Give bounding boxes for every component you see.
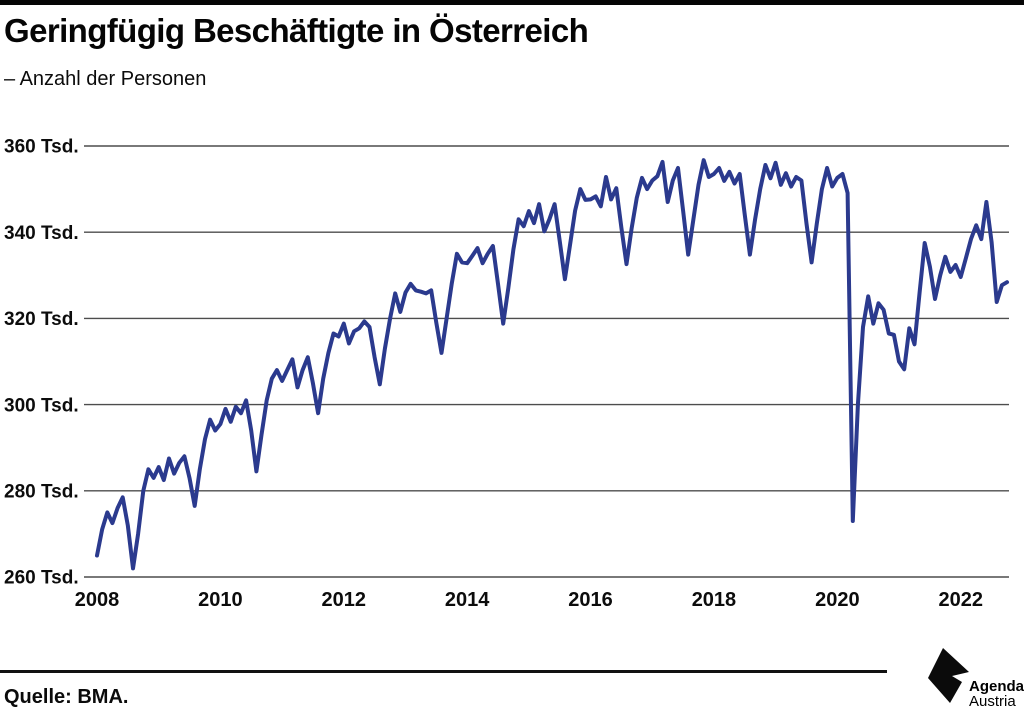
y-axis-tick-label: 320 Tsd.: [4, 309, 79, 330]
source-note: Quelle: BMA.: [4, 686, 129, 708]
logo-text-line2: Austria: [969, 693, 1016, 710]
y-axis-tick-label: 360 Tsd.: [4, 137, 79, 158]
x-axis-tick-label: 2014: [445, 589, 490, 611]
footer-divider: [0, 670, 887, 673]
page-title: Geringfügig Beschäftigte in Österreich: [4, 12, 589, 49]
data-series-line: [95, 158, 1009, 571]
x-axis-tick-label: 2022: [938, 589, 983, 611]
x-axis-tick-label: 2008: [75, 589, 120, 611]
logo-text-line1: Agenda: [969, 678, 1024, 695]
x-axis-tick-label: 2020: [815, 589, 860, 611]
agenda-austria-logo: Agenda Austria: [928, 648, 1024, 710]
x-axis-tick-label: 2018: [692, 589, 737, 611]
page-subtitle: – Anzahl der Personen: [4, 68, 207, 90]
y-axis-tick-label: 280 Tsd.: [4, 481, 79, 502]
y-axis-tick-label: 300 Tsd.: [4, 395, 79, 416]
y-axis-tick-label: 340 Tsd.: [4, 223, 79, 244]
x-axis-tick-label: 2010: [198, 589, 243, 611]
x-axis-tick-label: 2012: [322, 589, 367, 611]
top-accent-bar: [0, 0, 1024, 5]
x-axis-tick-label: 2016: [568, 589, 613, 611]
logo-mark-icon: [928, 648, 969, 703]
y-axis-tick-label: 260 Tsd.: [4, 568, 79, 589]
